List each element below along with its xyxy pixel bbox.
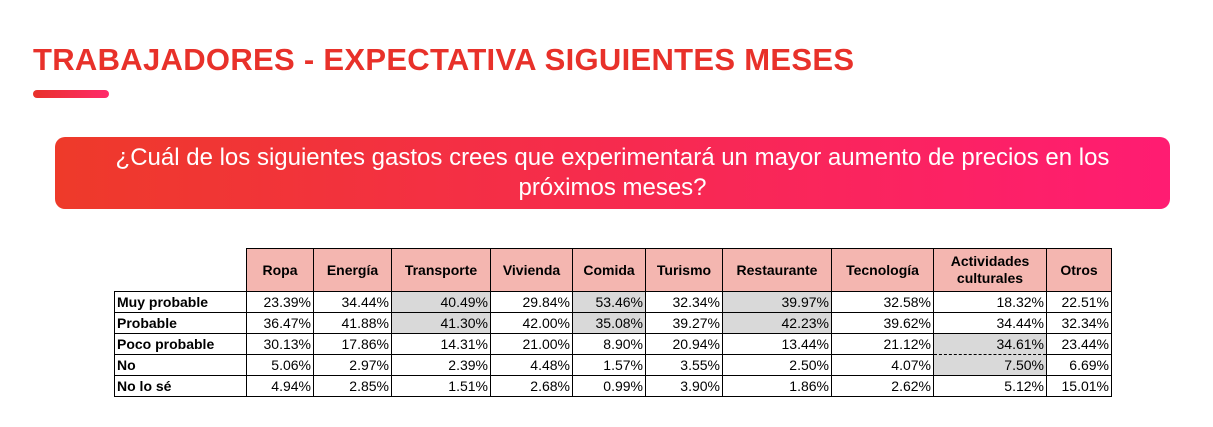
table-cell: 17.86%	[313, 333, 392, 355]
table-cell: 35.08%	[572, 312, 646, 334]
table-cell: 30.13%	[246, 333, 314, 355]
table-cell: 20.94%	[645, 333, 723, 355]
table-cell: 40.49%	[391, 291, 491, 313]
column-header: Ropa	[246, 248, 314, 292]
table-cell: 32.34%	[1046, 312, 1112, 334]
column-header: Turismo	[645, 248, 723, 292]
row-label: No lo sé	[114, 375, 247, 397]
table-row: Muy probable 23.39% 34.44% 40.49% 29.84% 53.4…	[114, 291, 1112, 313]
table-cell: 0.99%	[572, 375, 646, 397]
column-header: Tecnología	[831, 248, 934, 292]
table-cell: 3.90%	[645, 375, 723, 397]
table-cell: 2.50%	[722, 354, 832, 376]
corner	[115, 249, 247, 292]
table-cell: 42.23%	[722, 312, 832, 334]
table-cell: 21.12%	[831, 333, 934, 355]
table-cell: 4.07%	[831, 354, 934, 376]
question-banner: ¿Cuál de los siguientes gastos crees que…	[55, 137, 1170, 209]
question-text: ¿Cuál de los siguientes gastos crees que…	[115, 144, 1110, 201]
table-cell: 7.50%	[933, 354, 1047, 376]
table-cell: 39.97%	[722, 291, 832, 313]
row-label: Probable	[114, 312, 247, 334]
table-cell: 2.97%	[313, 354, 392, 376]
column-header: Comida	[572, 248, 646, 292]
table-cell: 42.00%	[490, 312, 573, 334]
column-header: Otros	[1046, 248, 1112, 292]
table-cell: 14.31%	[391, 333, 491, 355]
table-cell: 22.51%	[1046, 291, 1112, 313]
table-cell: 29.84%	[490, 291, 573, 313]
column-header: Transporte	[391, 248, 491, 292]
page-title: TRABAJADORES - EXPECTATIVA SIGUIENTES ME…	[33, 42, 855, 77]
table-cell: 13.44%	[722, 333, 832, 355]
table-cell: 32.58%	[831, 291, 934, 313]
row-label: Muy probable	[114, 291, 247, 313]
column-header: Energía	[313, 248, 392, 292]
table-cell: 23.44%	[1046, 333, 1112, 355]
column-header: Vivienda	[490, 248, 573, 292]
column-header: Actividades culturales	[933, 248, 1047, 292]
table-row: No lo sé 4.94% 2.85% 1.51% 2.68% 0.99% 3.90% 1.…	[114, 375, 1112, 397]
table-cell: 1.57%	[572, 354, 646, 376]
table-cell: 53.46%	[572, 291, 646, 313]
table-cell: 8.90%	[572, 333, 646, 355]
table-cell: 23.39%	[246, 291, 314, 313]
table-cell: 1.86%	[722, 375, 832, 397]
table-cell: 1.51%	[391, 375, 491, 397]
table-cell: 34.44%	[313, 291, 392, 313]
table-row: Probable 36.47% 41.88% 41.30% 42.00% 35.08% 39…	[114, 312, 1112, 334]
table-cell: 2.39%	[391, 354, 491, 376]
table-cell: 34.61%	[933, 333, 1047, 355]
column-header: Restaurante	[722, 248, 832, 292]
row-label: Poco probable	[114, 333, 247, 355]
table-cell: 41.88%	[313, 312, 392, 334]
table-cell: 41.30%	[391, 312, 491, 334]
table-cell: 2.68%	[490, 375, 573, 397]
table-cell: 36.47%	[246, 312, 314, 334]
table-row: No 5.06% 2.97% 2.39% 4.48% 1.57% 3.55% 2.50% 4.0…	[114, 354, 1112, 376]
table-cell: 21.00%	[490, 333, 573, 355]
table-cell: 15.01%	[1046, 375, 1112, 397]
table-cell: 3.55%	[645, 354, 723, 376]
table-cell: 2.85%	[313, 375, 392, 397]
title-underline	[33, 90, 109, 98]
table-cell: 4.48%	[490, 354, 573, 376]
table-cell: 34.44%	[933, 312, 1047, 334]
table-cell: 5.12%	[933, 375, 1047, 397]
table-cell: 4.94%	[246, 375, 314, 397]
row-label: No	[114, 354, 247, 376]
table-cell: 5.06%	[246, 354, 314, 376]
table-cell: 2.62%	[831, 375, 934, 397]
table-cell: 39.62%	[831, 312, 934, 334]
table-row: Poco probable 30.13% 17.86% 14.31% 21.00% 8.9…	[114, 333, 1112, 355]
table-cell: 18.32%	[933, 291, 1047, 313]
table-cell: 39.27%	[645, 312, 723, 334]
table-cell: 6.69%	[1046, 354, 1112, 376]
table-cell: 32.34%	[645, 291, 723, 313]
data-table: Ropa Energía Transporte Vivienda Comida Turis…	[114, 248, 1112, 397]
